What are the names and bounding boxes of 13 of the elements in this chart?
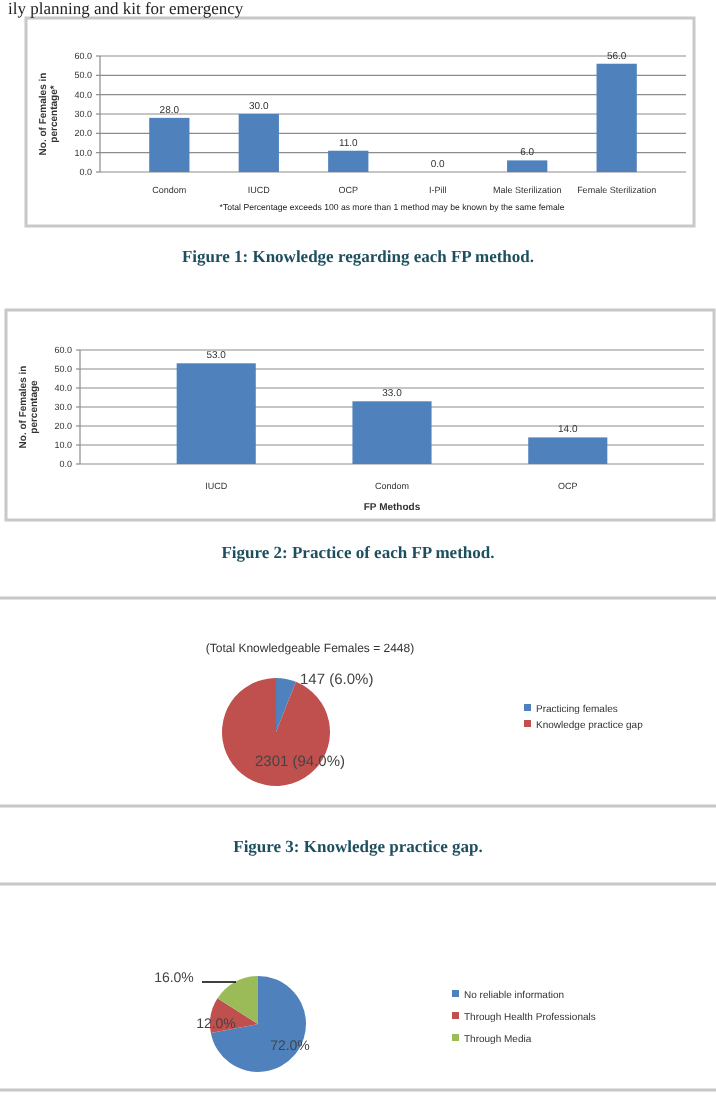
- bar: [149, 117, 190, 172]
- bar: [596, 63, 637, 172]
- bar: [528, 437, 608, 464]
- text: ily planning and kit for emergency: [8, 0, 245, 18]
- bar: [328, 150, 369, 172]
- bar: [507, 160, 548, 172]
- bar: [176, 363, 256, 464]
- bar: [352, 401, 432, 464]
- caption: Figure 1: Knowledge regarding each FP method.: [181, 246, 535, 266]
- bar: [238, 114, 279, 172]
- pie-slice: [276, 678, 296, 732]
- caption: Figure 3: Knowledge practice gap.: [233, 836, 483, 856]
- caption: Figure 2: Practice of each FP method.: [221, 542, 495, 562]
